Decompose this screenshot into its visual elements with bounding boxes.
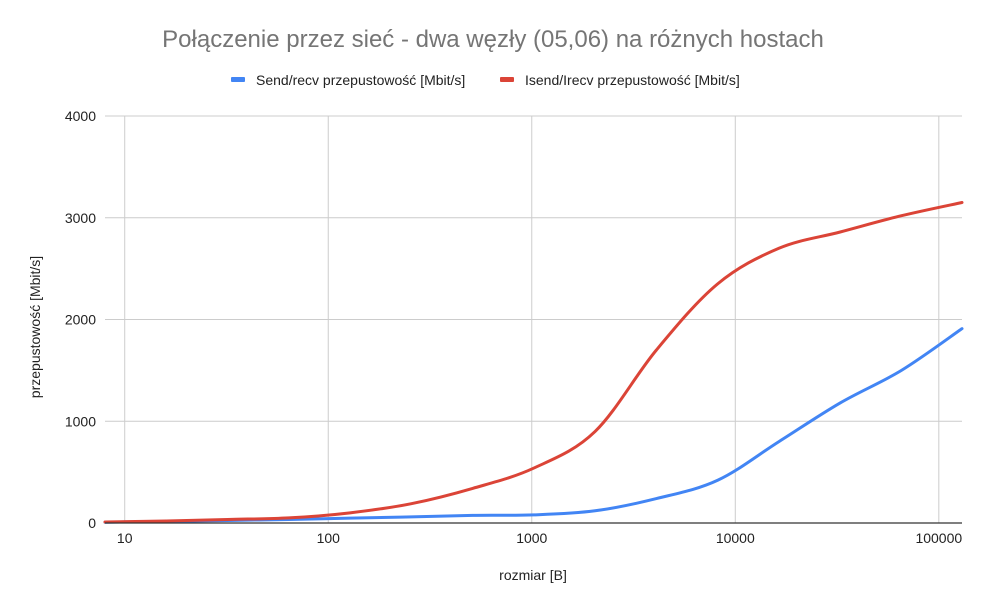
- x-axis-ticks: 10 100 1000 10000 100000: [117, 530, 962, 546]
- series-line-isend-irecv: [103, 200, 964, 524]
- y-tick-label: 1000: [65, 413, 96, 429]
- x-tick-label: 10: [117, 530, 133, 546]
- gridlines: [105, 115, 962, 523]
- legend-label-isend-irecv: Isend/Irecv przepustowość [Mbit/s]: [525, 72, 740, 88]
- y-axis-ticks: 0 1000 2000 3000 4000: [65, 108, 96, 531]
- x-tick-label: 1000: [516, 530, 547, 546]
- legend-label-send-recv: Send/recv przepustowość [Mbit/s]: [256, 72, 465, 88]
- legend-swatch-send-recv: [231, 77, 245, 82]
- legend-swatch-isend-irecv: [500, 77, 514, 82]
- chart-title: Połączenie przez sieć - dwa węzły (05,06…: [162, 26, 824, 53]
- x-tick-label: 100000: [915, 530, 962, 546]
- legend: Send/recv przepustowość [Mbit/s] Isend/I…: [231, 72, 740, 88]
- series-line-send-recv: [103, 327, 964, 524]
- y-tick-label: 0: [88, 515, 96, 531]
- y-tick-label: 4000: [65, 108, 96, 124]
- plot-series: [103, 200, 964, 524]
- y-axis-title: przepustowość [Mbit/s]: [27, 256, 43, 398]
- x-axis-title: rozmiar [B]: [499, 567, 567, 583]
- x-tick-label: 100: [317, 530, 341, 546]
- x-tick-label: 10000: [716, 530, 755, 546]
- y-tick-label: 3000: [65, 210, 96, 226]
- y-tick-label: 2000: [65, 312, 96, 328]
